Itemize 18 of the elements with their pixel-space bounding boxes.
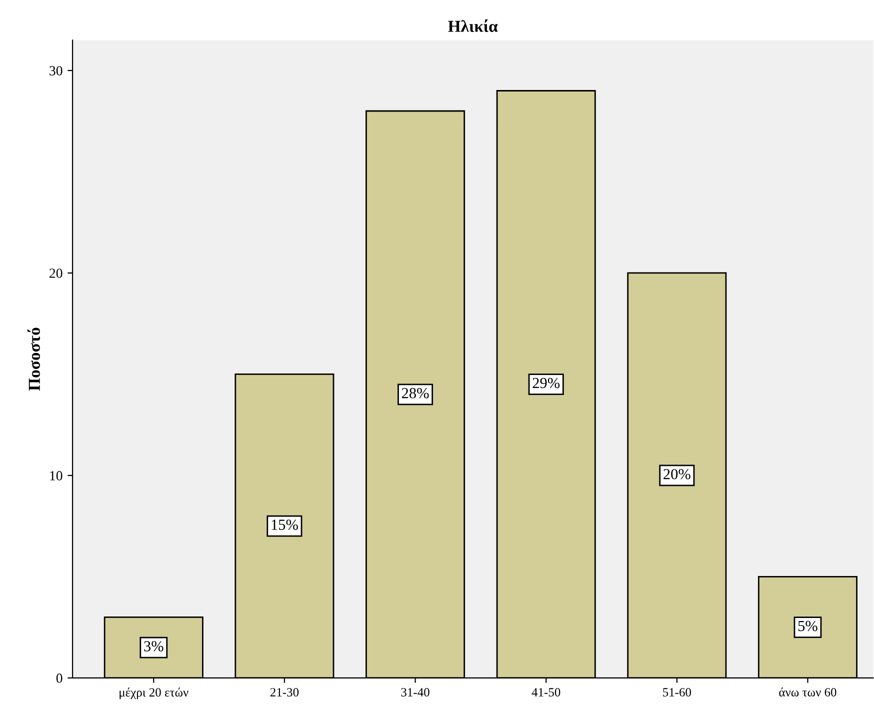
x-tick-label: 51-60 [663,688,692,696]
data-label: 15% [272,520,298,530]
x-tick-label: άνω των 60 [779,688,836,696]
chart-title: Ηλικία [448,19,498,32]
data-label: 20% [664,468,690,480]
data-label: 5% [798,620,818,632]
y-axis-title: Ποσοστό [27,328,40,391]
y-tick-label: 0 [56,674,62,683]
x-tick-label: 21-30 [270,688,299,696]
y-tick-label: 10 [50,471,62,480]
y-tick-label: 30 [50,66,62,76]
x-tick-label: 41-50 [532,688,560,696]
y-tick-label: 20 [50,268,62,278]
data-label: 29% [532,378,560,388]
data-label: 3% [144,641,164,652]
data-label: 28% [402,388,429,398]
x-tick-label: μέχρι 20 ετών [120,688,188,700]
x-tick-label: 31-40 [401,688,430,696]
